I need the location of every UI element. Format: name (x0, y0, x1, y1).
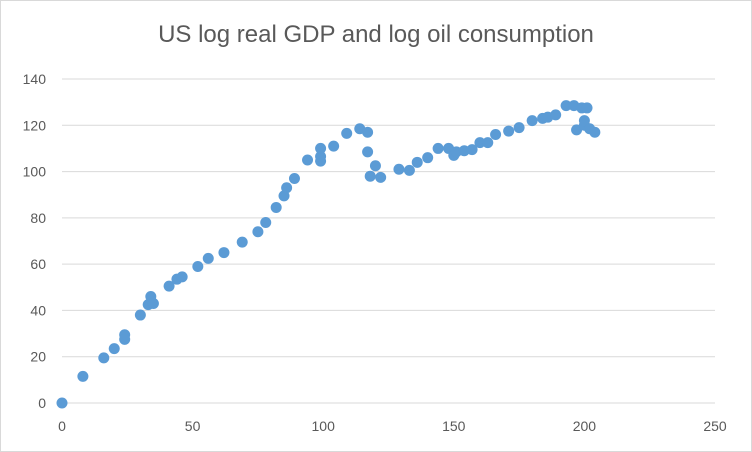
data-point (490, 129, 502, 141)
data-point (503, 125, 515, 137)
data-point (202, 252, 214, 264)
data-point (474, 137, 486, 149)
data-point (482, 137, 494, 149)
data-point (119, 333, 131, 345)
data-point (281, 182, 293, 194)
data-point (581, 102, 593, 114)
y-tick-label: 40 (30, 302, 46, 318)
data-point (147, 297, 159, 309)
data-point (526, 115, 538, 127)
y-tick-labels: 0 20 40 60 80 100 120 140 (23, 71, 47, 411)
data-point (288, 173, 300, 185)
data-points (56, 100, 601, 409)
data-point (315, 151, 327, 163)
y-tick-label: 140 (23, 71, 47, 87)
data-point (513, 122, 525, 134)
y-tick-label: 0 (38, 395, 46, 411)
data-point (364, 170, 376, 182)
x-tick-label: 100 (312, 418, 336, 434)
gridlines (62, 78, 715, 358)
data-point (578, 115, 590, 127)
data-point (218, 247, 230, 259)
data-point (411, 156, 423, 168)
data-point (362, 126, 374, 138)
data-point (589, 126, 601, 138)
data-point (550, 109, 562, 121)
y-tick-label: 60 (30, 256, 46, 272)
chart-title: US log real GDP and log oil consumption (158, 21, 594, 48)
data-point (375, 171, 387, 183)
x-tick-labels: 0 50 100 150 200 250 (58, 418, 727, 434)
data-point (341, 127, 353, 139)
y-tick-label: 100 (23, 164, 47, 180)
data-point (270, 201, 282, 213)
data-point (302, 154, 314, 166)
data-point (260, 216, 272, 228)
data-point (432, 142, 444, 154)
data-point (77, 370, 89, 382)
y-tick-label: 120 (23, 117, 47, 133)
x-tick-label: 200 (573, 418, 597, 434)
data-point (369, 160, 381, 172)
data-point (466, 144, 478, 156)
x-tick-label: 150 (442, 418, 466, 434)
data-point (560, 100, 572, 112)
data-point (108, 343, 120, 355)
data-point (328, 140, 340, 152)
data-point (236, 236, 248, 248)
x-tick-label: 250 (703, 418, 727, 434)
data-point (176, 271, 188, 283)
x-tick-label: 50 (185, 418, 201, 434)
data-point (315, 142, 327, 154)
data-point (163, 280, 175, 292)
data-point (422, 152, 434, 164)
data-point (98, 352, 110, 364)
y-tick-label: 20 (30, 349, 46, 365)
data-point (362, 146, 374, 158)
x-tick-label: 0 (58, 418, 66, 434)
data-point (393, 163, 405, 175)
y-tick-label: 80 (30, 210, 46, 226)
data-point (134, 309, 146, 321)
data-point (56, 397, 68, 409)
data-point (252, 226, 264, 238)
data-point (192, 260, 204, 272)
data-point (403, 164, 415, 176)
